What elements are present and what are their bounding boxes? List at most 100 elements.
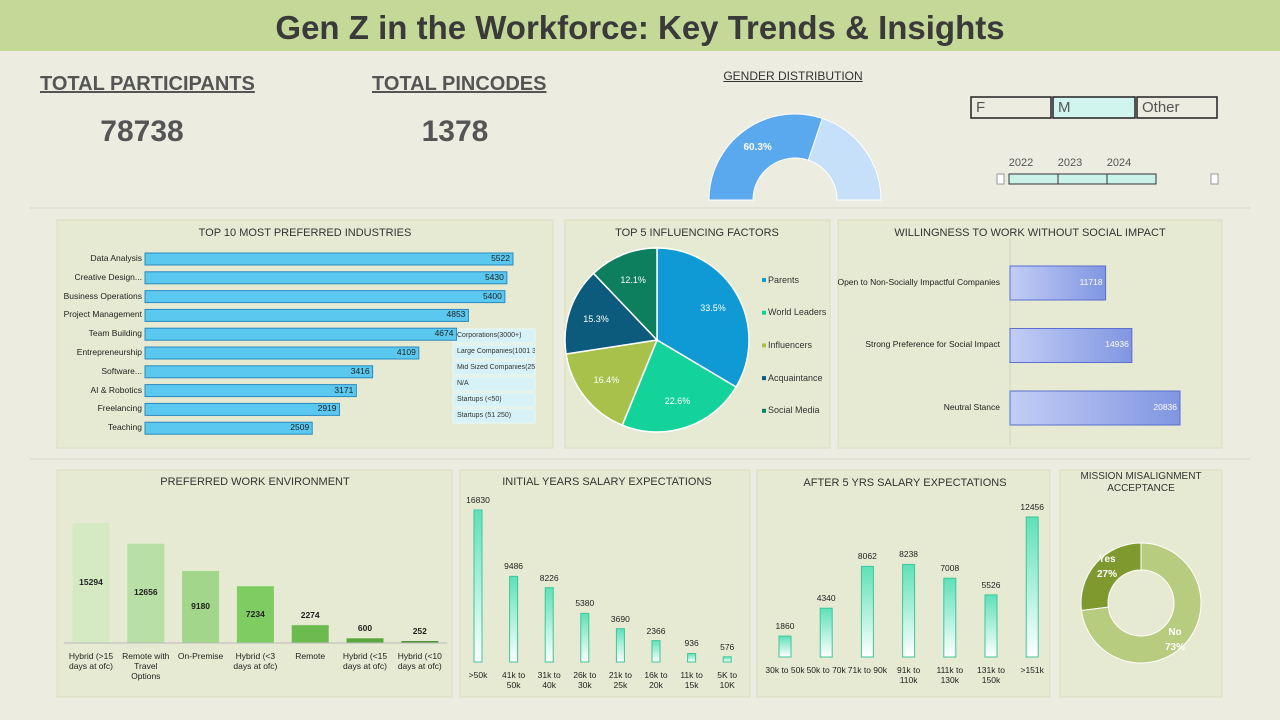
- bar: [182, 570, 220, 643]
- scroll-right[interactable]: [1210, 173, 1219, 185]
- slicer-item-label[interactable]: Large Companies(1001 3...: [457, 347, 535, 355]
- data-label: 600: [357, 623, 373, 634]
- data-label: 22.6%: [664, 395, 691, 406]
- bar: [144, 421, 313, 435]
- legend-label: Acquaintance: [768, 372, 823, 383]
- data-label: 3416: [350, 365, 370, 376]
- legend-label: Parents: [768, 274, 800, 285]
- x-tick-label: 31k to 40k: [537, 670, 561, 690]
- legend-marker: [762, 310, 766, 315]
- data-label: 5400: [482, 290, 502, 301]
- pie-slice: [564, 272, 659, 355]
- legend-label: Social Media: [768, 405, 820, 416]
- data-label: 11718: [1079, 276, 1103, 287]
- slicer-item[interactable]: [452, 392, 536, 408]
- y-tick-label: Freelancing: [97, 403, 142, 414]
- bar: [902, 563, 916, 658]
- bar: [615, 628, 625, 663]
- timeline-period[interactable]: [1008, 173, 1059, 185]
- bar: [144, 327, 457, 341]
- legend-marker: [762, 278, 766, 282]
- bar: [722, 656, 732, 663]
- data-label: 8226: [539, 572, 559, 583]
- kpi-label: TOTAL PINCODES: [372, 73, 547, 95]
- bar: [291, 625, 329, 643]
- bar: [127, 543, 165, 643]
- slicer-item-label[interactable]: Corporations(3000+): [457, 331, 522, 339]
- bar: [1009, 265, 1107, 301]
- slicer-item[interactable]: [452, 344, 536, 360]
- y-tick-label: Teaching: [107, 422, 142, 433]
- x-tick-label: 111k to 130k: [936, 665, 964, 685]
- timeline-label[interactable]: 2023: [1057, 157, 1083, 170]
- data-label: 9180: [191, 600, 211, 611]
- data-label: 9486: [504, 561, 524, 572]
- timeline-period[interactable]: [1106, 173, 1157, 185]
- bar: [144, 384, 357, 398]
- data-label: 1860: [775, 620, 795, 631]
- bar: [687, 653, 697, 663]
- data-label: 16830: [466, 494, 490, 505]
- x-tick-label: Hybrid (<10 days at ofc): [397, 651, 442, 671]
- x-tick-label: 91k to 110k: [897, 665, 921, 685]
- slicer-button[interactable]: [1052, 96, 1136, 119]
- slicer-item[interactable]: [452, 408, 536, 424]
- legend-marker: [762, 376, 766, 381]
- bar: [943, 577, 957, 658]
- chart-title: WILLINGNESS TO WORK WITHOUT SOCIAL IMPAC…: [894, 227, 1166, 240]
- data-label: 576: [720, 641, 735, 652]
- header-band: [0, 0, 1280, 51]
- bar: [860, 565, 874, 658]
- panel: [56, 469, 453, 698]
- slicer-item-label[interactable]: Startups (<50): [457, 395, 502, 403]
- data-label: 8062: [857, 551, 877, 562]
- slicer-button[interactable]: [970, 96, 1052, 119]
- slicer-item[interactable]: [452, 376, 536, 392]
- y-tick-label: Strong Preference for Social Impact: [865, 339, 1000, 350]
- timeline-label[interactable]: 2024: [1106, 157, 1132, 170]
- y-tick-label: Business Operations: [63, 290, 142, 301]
- chart-title: GENDER DISTRIBUTION: [723, 68, 863, 83]
- data-label: 2274: [300, 610, 320, 621]
- legend-label: Influencers: [768, 340, 813, 350]
- legend-marker: [762, 343, 766, 348]
- slicer-item-label[interactable]: Startups (51 250): [457, 411, 512, 419]
- data-label: 4674: [434, 328, 454, 339]
- bar: [72, 523, 110, 643]
- donut-slice: [1080, 542, 1202, 664]
- data-label: 936: [684, 638, 699, 649]
- slicer-item-label[interactable]: N/A: [457, 379, 469, 387]
- x-tick-label: 26k to 30k: [573, 670, 597, 690]
- data-label: 5430: [484, 271, 504, 282]
- data-label: 2509: [290, 422, 310, 433]
- donut-slice: [807, 117, 882, 201]
- slicer-label[interactable]: F: [976, 99, 986, 116]
- y-tick-label: Team Building: [88, 328, 142, 339]
- scroll-left[interactable]: [996, 173, 1005, 185]
- x-tick-label: 50k to 70k: [806, 665, 846, 675]
- x-tick-label: 21k to 25k: [608, 670, 632, 690]
- slicer-item-label[interactable]: Mid Sized Companies(25...: [457, 363, 535, 371]
- slicer-label[interactable]: Other: [1142, 99, 1180, 116]
- bar: [144, 365, 374, 379]
- slicer-label[interactable]: M: [1058, 99, 1071, 116]
- slicer-button[interactable]: [1136, 96, 1218, 119]
- bar: [144, 271, 508, 285]
- data-label: 15.3%: [583, 313, 609, 324]
- slicer-item[interactable]: [452, 360, 536, 376]
- data-label: 7008: [940, 563, 960, 574]
- timeline-period[interactable]: [1057, 173, 1108, 185]
- data-label: 33.5%: [700, 302, 726, 313]
- slice-category: Yes: [1098, 554, 1116, 565]
- bar: [580, 612, 590, 663]
- bar: [144, 346, 420, 360]
- x-tick-label: 71k to 90k: [847, 665, 887, 675]
- x-tick-label: 30k to 50k: [765, 665, 805, 675]
- panel: [459, 469, 751, 698]
- timeline-label[interactable]: 2022: [1008, 157, 1034, 170]
- bar: [509, 575, 519, 663]
- legend-label: World Leaders: [768, 307, 827, 318]
- x-tick-label: >50k: [468, 670, 488, 680]
- bar: [651, 640, 661, 663]
